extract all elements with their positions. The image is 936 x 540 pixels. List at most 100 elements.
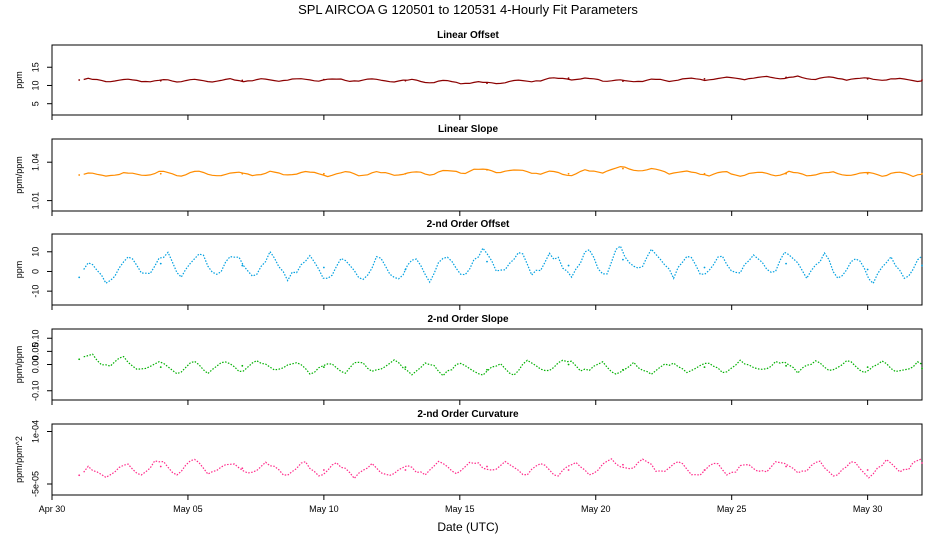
data-point <box>866 268 869 271</box>
panel-title: 2-nd Order Slope <box>427 314 509 325</box>
series-line <box>83 75 923 85</box>
panel-frame <box>51 423 923 496</box>
y-axis-label: ppm <box>14 261 24 279</box>
data-point <box>241 172 244 175</box>
data-point <box>78 358 81 361</box>
series-points <box>78 358 923 371</box>
y-tick-label: 1.01 <box>30 192 40 210</box>
data-point <box>785 364 787 367</box>
data-point <box>241 264 244 267</box>
series-line <box>83 353 923 377</box>
data-point <box>567 264 570 267</box>
data-point <box>567 363 570 366</box>
data-point <box>622 258 624 261</box>
data-point <box>404 268 407 271</box>
data-point <box>404 172 407 175</box>
data-point <box>486 168 488 171</box>
panel-1: Linear Offset 5 10 15 ppm <box>14 30 923 120</box>
y-tick-label: -0.10 <box>30 380 40 401</box>
x-tick-label: Apr 30 <box>39 504 66 514</box>
data-point <box>159 172 162 175</box>
y-tick-label: 1e-04 <box>30 420 40 443</box>
y-tick-label: 0.10 <box>30 329 40 347</box>
x-tick-label: May 30 <box>853 504 883 514</box>
series-points <box>78 258 923 279</box>
data-point <box>486 82 488 85</box>
y-axis-label: ppm/ppm <box>14 346 24 384</box>
data-point <box>159 262 162 265</box>
data-point <box>703 78 706 80</box>
series-points <box>78 462 923 477</box>
data-point <box>785 172 787 175</box>
panel-title: 2-nd Order Offset <box>427 219 510 230</box>
x-tick-label: May 25 <box>717 504 747 514</box>
series-line <box>83 245 923 285</box>
data-point <box>703 266 706 269</box>
y-tick-label: 0 <box>30 269 40 274</box>
figure-title: SPL AIRCOA G 120501 to 120531 4-Hourly F… <box>298 2 638 17</box>
data-point <box>159 465 162 468</box>
panels: Linear Offset 5 10 15 ppm Linear Slope 1.01 1.0… <box>14 30 923 500</box>
panel-title: 2-nd Order Curvature <box>417 409 519 420</box>
data-point <box>78 79 81 81</box>
panel-frame <box>51 44 923 116</box>
data-point <box>486 260 488 263</box>
y-tick-label: -10 <box>30 285 40 298</box>
data-point <box>703 469 706 471</box>
data-point <box>567 77 570 80</box>
data-point <box>404 366 407 369</box>
panel-title: Linear Offset <box>437 30 499 41</box>
data-point <box>322 469 325 471</box>
series-line <box>83 458 923 480</box>
data-point <box>921 264 923 267</box>
data-point <box>921 367 923 370</box>
x-axis-label: Date (UTC) <box>437 520 498 534</box>
data-point <box>567 172 570 175</box>
data-point <box>241 467 244 470</box>
x-tick-label: May 20 <box>581 504 611 514</box>
data-point <box>622 167 624 170</box>
y-tick-label: 0.05 <box>30 343 40 361</box>
data-point <box>486 465 488 468</box>
data-point <box>241 79 244 82</box>
data-point <box>322 266 325 269</box>
data-point <box>78 474 81 477</box>
data-point <box>785 76 787 79</box>
data-point <box>622 463 624 466</box>
y-axis-label: ppm/ppm^2 <box>14 436 24 483</box>
data-point <box>404 469 407 471</box>
data-point <box>486 368 488 371</box>
series-line <box>83 165 923 178</box>
panel-frame <box>51 233 923 306</box>
data-point <box>703 366 706 369</box>
data-point <box>866 78 869 80</box>
panel-frame <box>51 138 923 212</box>
panel-3: 2-nd Order Offset -10 0 10 ppm <box>14 219 923 310</box>
y-tick-label: 5 <box>30 101 40 106</box>
data-point <box>322 172 325 175</box>
data-point <box>785 465 787 468</box>
panel-5: 2-nd Order Curvature -5e-05 1e-04 ppm/ppm^2 <box>14 409 923 500</box>
data-point <box>159 366 162 369</box>
data-point <box>866 366 869 369</box>
data-point <box>241 364 244 367</box>
data-point <box>921 79 923 81</box>
data-point <box>921 172 923 175</box>
data-point <box>785 262 787 265</box>
y-tick-label: 1.04 <box>30 153 40 171</box>
series-points <box>78 76 923 85</box>
data-point <box>703 172 706 175</box>
y-tick-label: 0.00 <box>30 356 40 374</box>
data-point <box>322 366 325 369</box>
y-tick-label: 10 <box>30 247 40 257</box>
data-point <box>78 276 81 279</box>
panel-title: Linear Slope <box>438 124 498 135</box>
panel-2: Linear Slope 1.01 1.04 ppm/ppm <box>14 124 923 216</box>
data-point <box>866 469 869 471</box>
series-points <box>78 167 923 176</box>
x-tick-label: May 10 <box>309 504 339 514</box>
data-point <box>622 80 624 82</box>
data-point <box>866 172 869 175</box>
data-point <box>921 462 923 464</box>
